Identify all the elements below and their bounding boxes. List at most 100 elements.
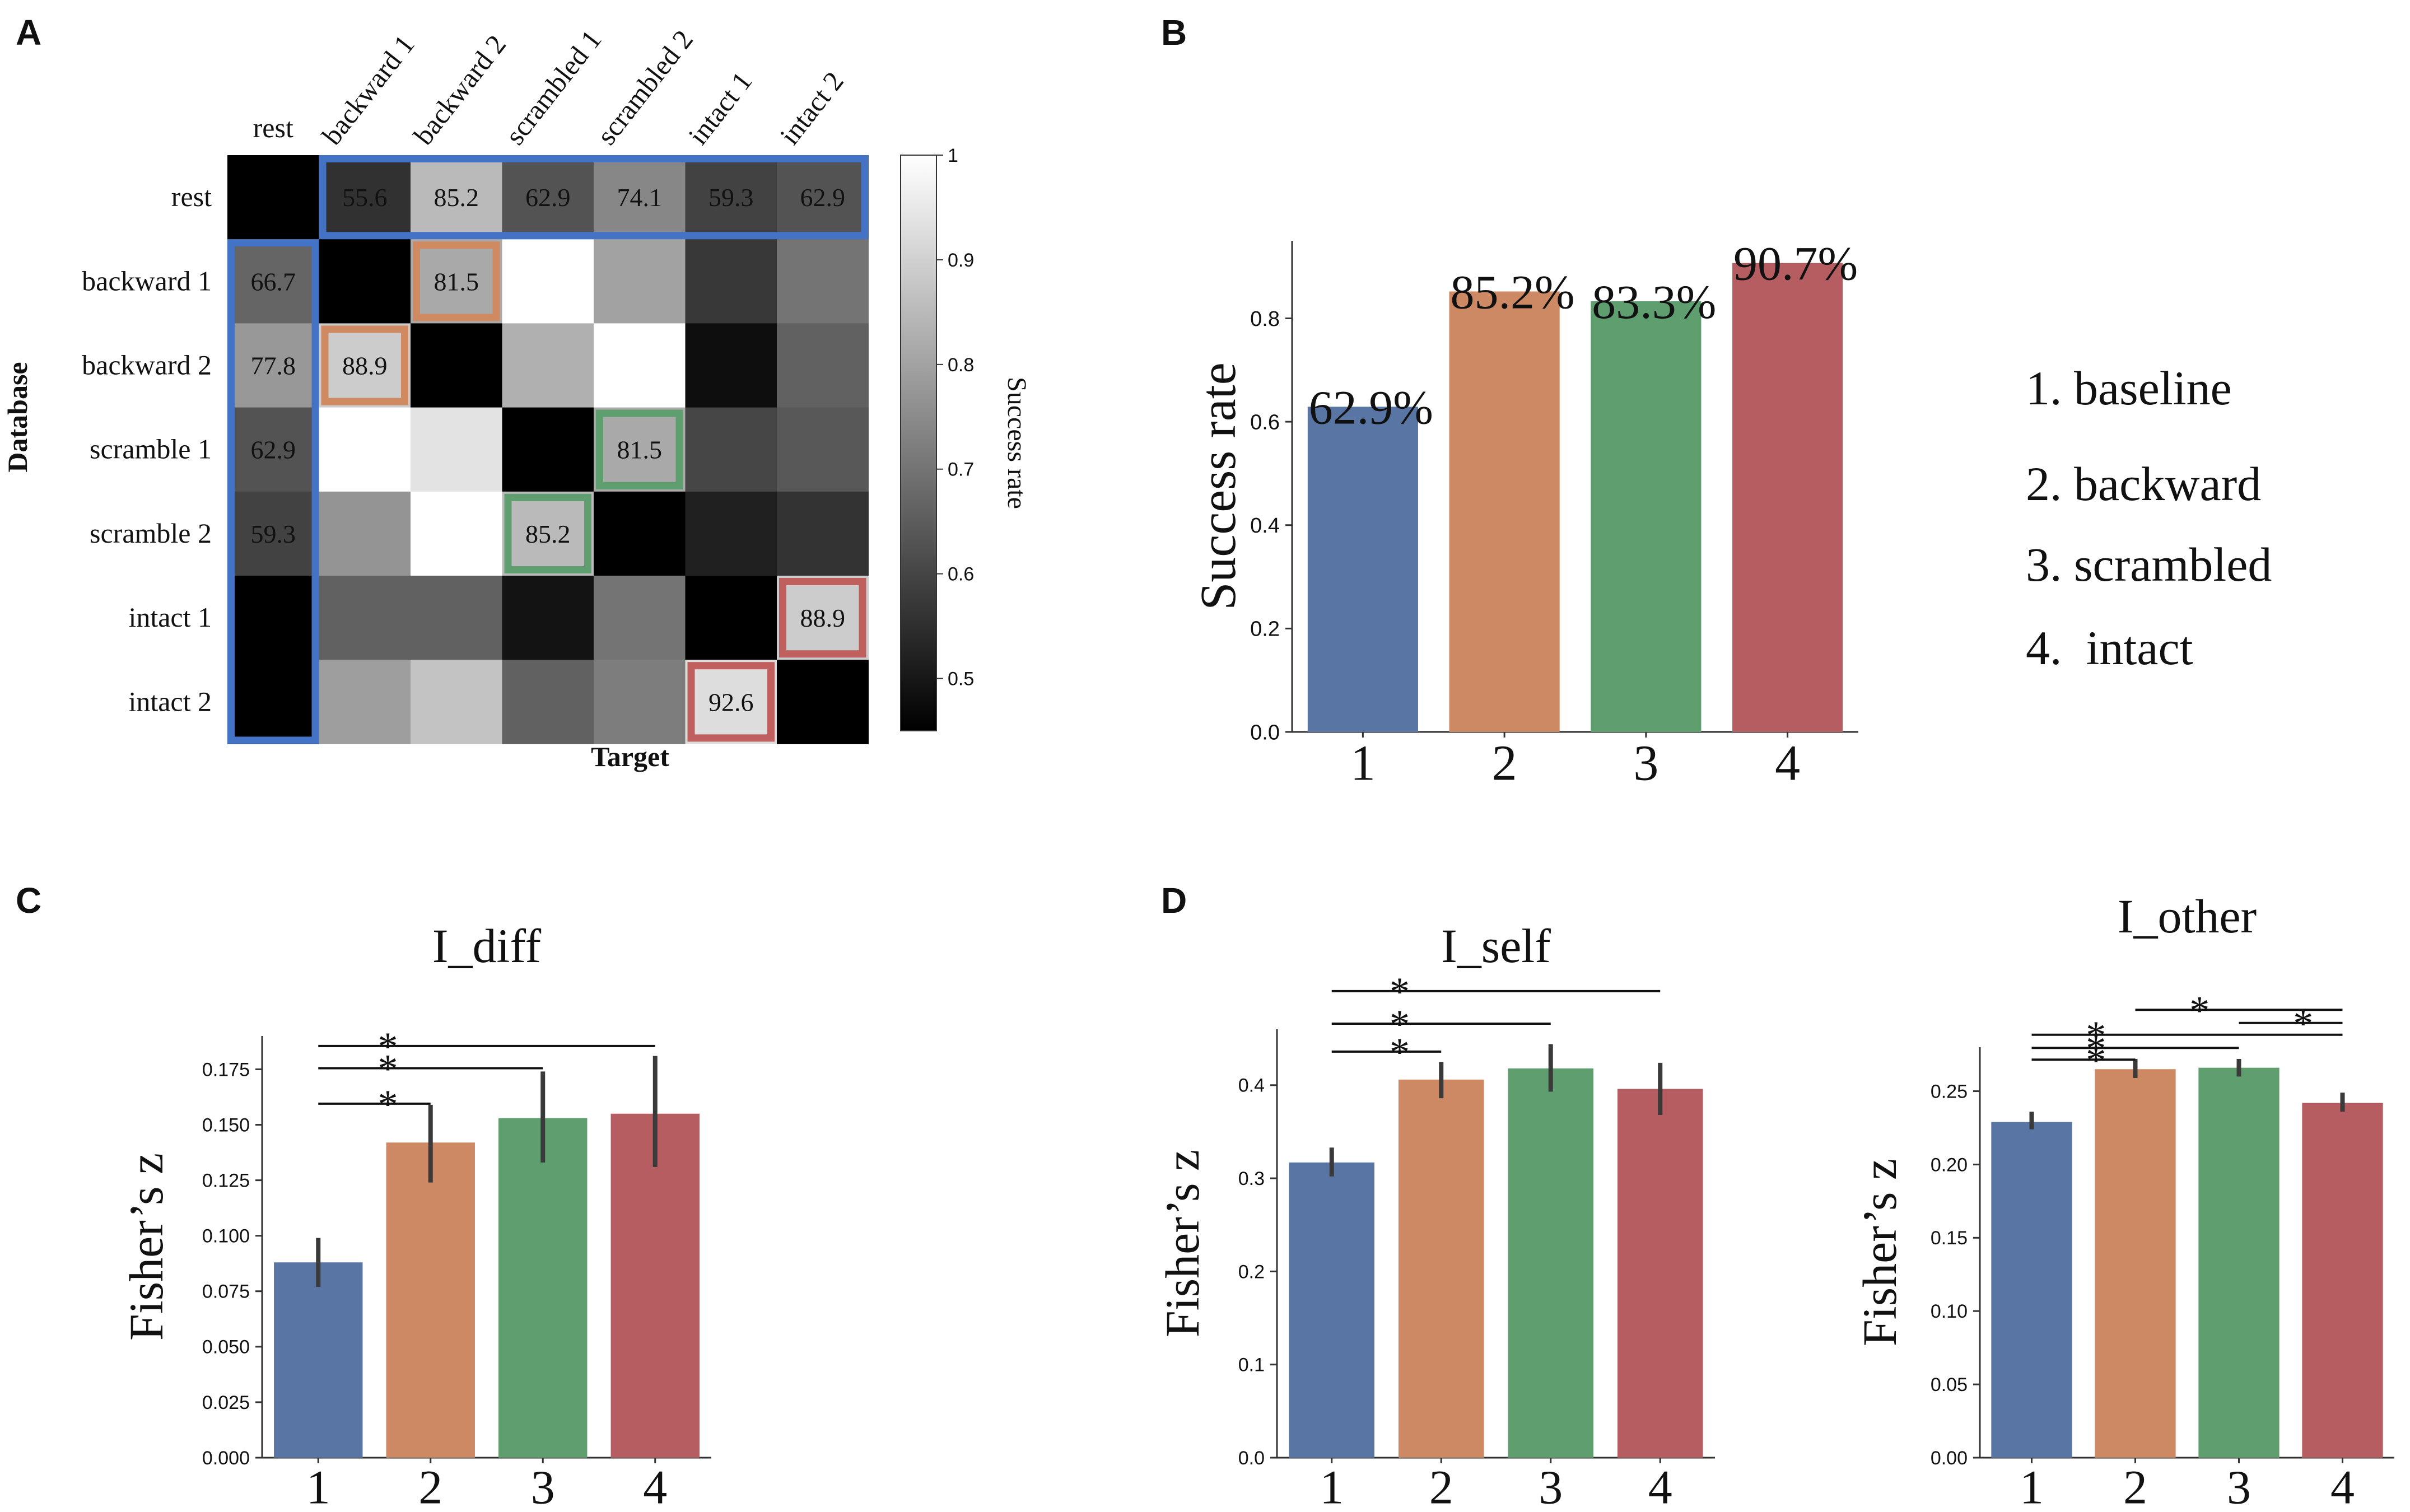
x-tick-label: 4 — [643, 1460, 667, 1512]
heatmap-cell — [319, 155, 411, 240]
heatmap-cell — [777, 239, 869, 324]
heatmap-cell — [227, 660, 319, 744]
heatmap-annotation: 85.2 — [434, 183, 479, 212]
legend-item-backward: 2. backward — [2026, 457, 2261, 511]
heatmap-cell — [319, 660, 411, 744]
heatmap-cell — [594, 155, 686, 240]
colorbar-tick-label: 0.6 — [948, 564, 974, 585]
chart-title: I_self — [1441, 919, 1551, 973]
heatmap-cell — [685, 491, 777, 576]
heatmap-annotation: 85.2 — [525, 520, 571, 548]
heatmap-row-label: scramble 2 — [90, 517, 212, 549]
panel-letter-c: C — [16, 880, 41, 921]
heatmap-annotation: 59.3 — [708, 183, 754, 212]
bar — [1617, 1089, 1703, 1458]
bar — [610, 1113, 700, 1458]
y-tick-label: 0.2 — [1238, 1261, 1265, 1282]
heatmap-cell — [594, 491, 686, 576]
heatmap-cell — [411, 155, 502, 240]
colorbar-label: Success rate — [1002, 377, 1032, 509]
legend-item-scrambled: 3. scrambled — [2026, 538, 2272, 591]
heatmap-row-label: rest — [171, 181, 212, 212]
panel-letter-b: B — [1161, 12, 1187, 53]
heatmap-cell — [319, 407, 411, 492]
significance-star: * — [1390, 1030, 1410, 1075]
bar — [386, 1142, 475, 1458]
chart-title: I_other — [2118, 889, 2257, 943]
heatmap-annotation: 92.6 — [708, 688, 754, 716]
heatmap-annotation: 62.9 — [525, 183, 571, 212]
heatmap-column-label: backward 1 — [316, 29, 421, 151]
x-tick-label: 3 — [1633, 736, 1658, 791]
heatmap-xlabel: Target — [591, 741, 669, 772]
heatmap-annotations: 55.6 85.2 62.9 74.1 59.3 62.9 66.7 77.8 62.9 59.3… — [251, 183, 846, 716]
heatmap-cell — [685, 660, 777, 744]
heatmap-cell — [411, 407, 502, 492]
y-tick-label: 0.0 — [1238, 1448, 1265, 1469]
bar — [1307, 407, 1418, 732]
x-tick-label: 2 — [418, 1460, 442, 1512]
condition-legend: 1. baseline 2. backward 3. scrambled 4. … — [2026, 361, 2272, 675]
significance-star: * — [378, 1047, 398, 1091]
colorbar-ticks: 1 0.9 0.8 0.7 0.6 0.5 — [936, 145, 974, 690]
bar — [274, 1262, 363, 1458]
heatmap-cell — [594, 323, 686, 408]
y-tick-label: 0.8 — [1250, 307, 1280, 331]
x-tick-label: 1 — [2020, 1460, 2044, 1512]
x-tick-label: 4 — [2330, 1460, 2355, 1512]
y-tick-label: 0.075 — [202, 1281, 250, 1303]
success-rate-bar-panel: 0.0 0.2 0.4 0.6 0.8 1 2 3 4 Success rate 62.9% 85.2… — [1191, 237, 2272, 791]
heatmap-annotation: 88.9 — [800, 604, 846, 632]
heatmap-cell — [685, 155, 777, 240]
bar — [1991, 1122, 2072, 1458]
heatmap-cell — [777, 155, 869, 240]
heatmap-cell — [227, 155, 319, 240]
significance-star: * — [2086, 1038, 2106, 1082]
y-tick-label: 0.125 — [202, 1170, 250, 1192]
colorbar — [900, 155, 937, 731]
x-tick-label: 1 — [1350, 736, 1376, 791]
x-tick-label: 2 — [1492, 736, 1517, 791]
bar — [498, 1118, 588, 1458]
bar — [2302, 1103, 2383, 1458]
bar — [2198, 1067, 2280, 1458]
bar — [1449, 291, 1560, 732]
heatmap-cell — [685, 323, 777, 408]
heatmap-cell — [411, 576, 502, 660]
y-tick-label: 0.1 — [1238, 1355, 1265, 1376]
heatmap-cell — [227, 491, 319, 576]
y-tick-label: 0.15 — [1931, 1228, 1968, 1249]
significance-star: * — [2086, 1013, 2106, 1058]
heatmap-annotation: 62.9 — [251, 436, 296, 464]
significance-star: * — [2189, 988, 2209, 1033]
significance-star: * — [1390, 1002, 1410, 1047]
heatmap-cell — [594, 239, 686, 324]
heatmap-cell — [685, 407, 777, 492]
heatmap-row-label: intact 1 — [128, 601, 212, 633]
colorbar-tick-label: 0.9 — [948, 250, 974, 271]
y-tick-label: 0.20 — [1931, 1154, 1968, 1175]
y-tick-label: 0.100 — [202, 1226, 250, 1247]
bar-value-label: 85.2% — [1451, 265, 1575, 319]
x-tick-label: 1 — [1320, 1460, 1344, 1512]
highlight-frame — [227, 239, 319, 744]
y-tick-label: 0.050 — [202, 1337, 250, 1358]
y-tick-label: 0.3 — [1238, 1168, 1265, 1189]
highlight-frame — [321, 325, 408, 405]
heatmap-cell — [777, 491, 869, 576]
y-tick-label: 0.2 — [1250, 618, 1280, 641]
heatmap-panel: 55.6 85.2 62.9 74.1 59.3 62.9 66.7 77.8 62.9 59.3… — [2, 24, 1032, 772]
significance-star: * — [378, 1024, 398, 1069]
bar-value-label: 83.3% — [1592, 275, 1716, 329]
heatmap-cell — [227, 323, 319, 408]
colorbar-tick-label: 0.8 — [948, 354, 974, 376]
heatmap-cell — [411, 660, 502, 744]
y-tick-label: 0.025 — [202, 1392, 250, 1413]
heatmap-cell — [502, 407, 594, 492]
heatmap-cell — [594, 660, 686, 744]
x-tick-label: 4 — [1648, 1460, 1672, 1512]
success-rate-chart: 0.0 0.2 0.4 0.6 0.8 1 2 3 4 Success rate 62.9% 85.2… — [1191, 237, 1858, 791]
heatmap-cell — [594, 576, 686, 660]
